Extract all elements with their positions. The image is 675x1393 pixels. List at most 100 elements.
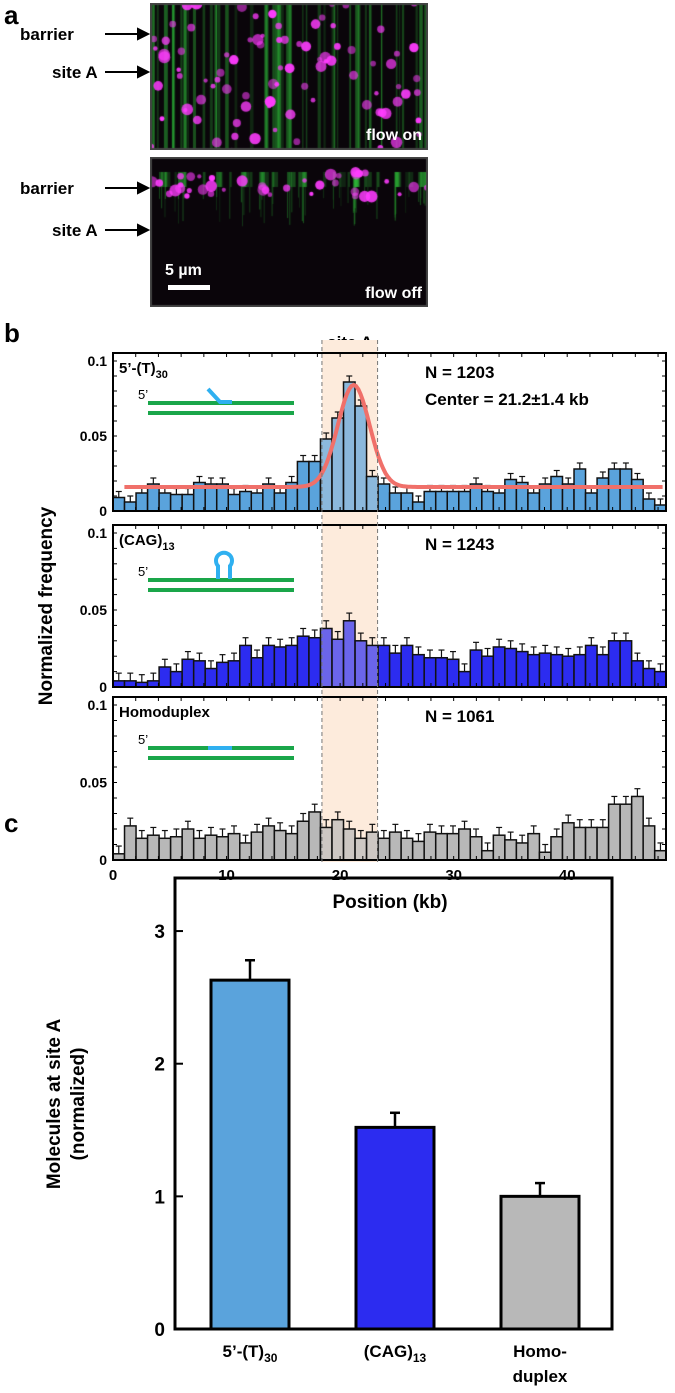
- histogram-bar: [584, 826, 598, 861]
- histogram-bar: [365, 475, 379, 512]
- barrier-label-bottom: barrier: [20, 179, 74, 198]
- dna-schematic: 5’: [138, 550, 294, 592]
- histogram-bar: [538, 652, 552, 688]
- category-label: Homo-: [513, 1342, 567, 1361]
- histogram-bar: [573, 468, 587, 512]
- histogram-bar: [458, 828, 472, 861]
- category-label: (CAG)13: [364, 1342, 427, 1365]
- construct-label: Homoduplex: [119, 704, 210, 721]
- plot-frame: [112, 696, 667, 861]
- histogram-bar: [584, 492, 598, 512]
- y-tick-label: 1: [154, 1187, 165, 1208]
- bar: [209, 978, 291, 1331]
- histogram-bar: [434, 832, 448, 861]
- histogram-bar: [273, 492, 287, 512]
- histogram-bar: [250, 831, 264, 861]
- histogram-bar: [481, 490, 495, 512]
- histogram-bar: [607, 468, 621, 512]
- histogram-bar: [123, 501, 137, 512]
- histogram-bar: [550, 836, 564, 861]
- panel-a-label: a: [4, 0, 19, 30]
- histogram-bar: [112, 496, 126, 512]
- histogram-bar: [181, 828, 195, 861]
- histogram-bar: [135, 837, 149, 861]
- histogram-bar: [642, 825, 656, 861]
- histogram-bar: [492, 646, 506, 688]
- histogram-bar: [423, 656, 437, 688]
- histogram-b-top: 0 0.05 0.1 5’-(T)30 N = 1203 Center = 21.2±1.…: [80, 352, 667, 519]
- c-ylabel-line2: (normalized): [68, 1048, 89, 1161]
- histogram-bar: [273, 829, 287, 861]
- histogram-bar: [273, 646, 287, 688]
- histogram-bar: [227, 832, 241, 861]
- histogram-bar: [250, 656, 264, 688]
- histogram-bar: [158, 666, 172, 688]
- histogram-bar: [388, 831, 402, 861]
- y-tick-label: 0.05: [80, 602, 107, 618]
- y-tick-label: 0.05: [80, 775, 107, 791]
- histogram-bar: [296, 820, 310, 861]
- histogram-bar: [446, 832, 460, 861]
- histogram-bar: [550, 653, 564, 688]
- histogram-bar: [227, 660, 241, 688]
- arrow-icons: [105, 27, 151, 237]
- histogram-bar: [630, 795, 644, 861]
- construct-subscript: 13: [162, 541, 174, 553]
- histogram-bar: [158, 837, 172, 861]
- histogram-bar: [619, 803, 633, 861]
- histogram-bar: [619, 468, 633, 512]
- histogram-bar: [411, 653, 425, 688]
- histogram-bar: [596, 653, 610, 688]
- histogram-bar: [607, 803, 621, 861]
- histogram-bar: [169, 670, 183, 688]
- gaussian-fit-curve: [124, 382, 663, 489]
- category-label-line2: duplex: [513, 1367, 568, 1386]
- histogram-bar: [227, 493, 241, 512]
- histogram-bar: [584, 644, 598, 688]
- b-xlabel: Position (kb): [332, 892, 447, 913]
- histogram-bar: [400, 492, 414, 512]
- histogram-bar: [481, 849, 495, 861]
- histogram-bar: [354, 405, 368, 512]
- dna-schematic: 5’: [138, 387, 294, 415]
- site-a-label-top: site A: [52, 63, 98, 82]
- histogram-bar: [285, 644, 299, 688]
- histogram-bar: [423, 490, 437, 512]
- histogram-bar: [446, 490, 460, 512]
- plot-frame: [112, 524, 667, 688]
- histogram-bar: [135, 492, 149, 512]
- x-tick-label: 0: [109, 867, 117, 884]
- histogram-b-middle: 0 0.05 0.1 (CAG)13 N = 1243 5’: [80, 524, 667, 695]
- plot-frame: [173, 876, 614, 1331]
- histogram-bar: [331, 638, 345, 688]
- histogram-bar: [296, 635, 310, 688]
- histogram-bar: [331, 818, 345, 861]
- histogram-bar: [388, 492, 402, 512]
- histogram-bar: [504, 647, 518, 688]
- histogram-bar: [377, 837, 391, 861]
- y-tick-label: 0.05: [80, 428, 107, 444]
- histogram-bar: [169, 493, 183, 512]
- histogram-bar: [619, 640, 633, 688]
- histogram-bar: [158, 492, 172, 512]
- histogram-bar: [481, 655, 495, 688]
- y-tick-label: 0.1: [88, 525, 108, 541]
- histogram-bar: [181, 658, 195, 688]
- histogram-bar: [607, 640, 621, 688]
- y-tick-label: 2: [154, 1055, 165, 1076]
- histogram-bar: [573, 826, 587, 861]
- x-tick-label: 10: [218, 867, 235, 884]
- construct-label: 5’-(T)30: [119, 360, 168, 381]
- histogram-bar: [504, 478, 518, 512]
- histogram-bar: [573, 653, 587, 688]
- x-tick-label: 30: [445, 867, 462, 884]
- histogram-bar: [400, 837, 414, 861]
- microscopy-image-flow-off: [150, 157, 428, 307]
- x-tick-label: 40: [559, 867, 576, 884]
- histogram-bar: [342, 828, 356, 861]
- barrier-label-top: barrier: [20, 25, 74, 44]
- histogram-b-bottom: 0 0.05 0.1 Homoduplex N = 1061 5’: [80, 696, 667, 868]
- histogram-bar: [181, 493, 195, 512]
- scale-bar: [168, 285, 210, 290]
- histogram-bar: [653, 670, 667, 688]
